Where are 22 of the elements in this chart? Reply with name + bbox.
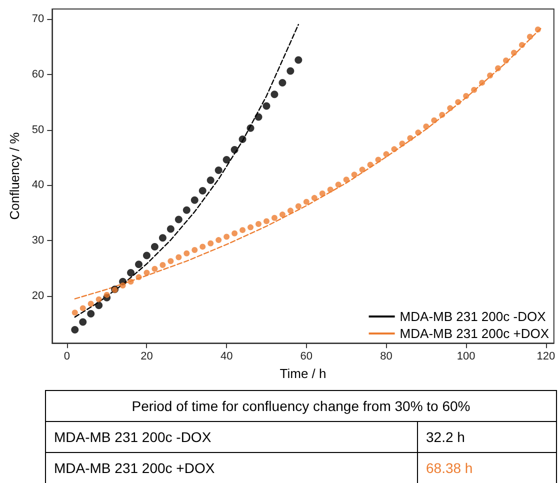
x-tick-label: 40 bbox=[220, 350, 233, 363]
text: 32.2 h bbox=[418, 422, 556, 452]
legend-label: MDA-MB 231 200c -DOX bbox=[400, 309, 546, 324]
legend-label: MDA-MB 231 200c +DOX bbox=[400, 326, 550, 341]
text: 68.38 h bbox=[418, 452, 556, 483]
y-tick-label: 50 bbox=[32, 124, 44, 136]
text: MDA-MB 231 200c -DOX bbox=[46, 422, 418, 452]
x-tick-label: 100 bbox=[456, 350, 476, 363]
y-tick-label: 20 bbox=[32, 290, 44, 302]
y-tick-label: 60 bbox=[32, 68, 44, 80]
x-tick-label: 0 bbox=[64, 350, 70, 363]
x-tick-label: 120 bbox=[536, 350, 556, 363]
x-tick-label: 20 bbox=[140, 350, 153, 363]
text: Period of time for confluency change from 30% to 60% bbox=[46, 390, 556, 422]
y-axis-title: Confluency / % bbox=[7, 132, 22, 220]
y-tick-label: 40 bbox=[32, 179, 44, 192]
text: MDA-MB 231 200c +DOX bbox=[46, 452, 418, 483]
x-tick-label: 80 bbox=[380, 350, 392, 363]
x-tick-label: 60 bbox=[300, 350, 313, 363]
y-tick-label: 30 bbox=[32, 234, 44, 247]
y-tick-label: 70 bbox=[32, 12, 44, 25]
x-axis-title: Time / h bbox=[280, 366, 326, 381]
